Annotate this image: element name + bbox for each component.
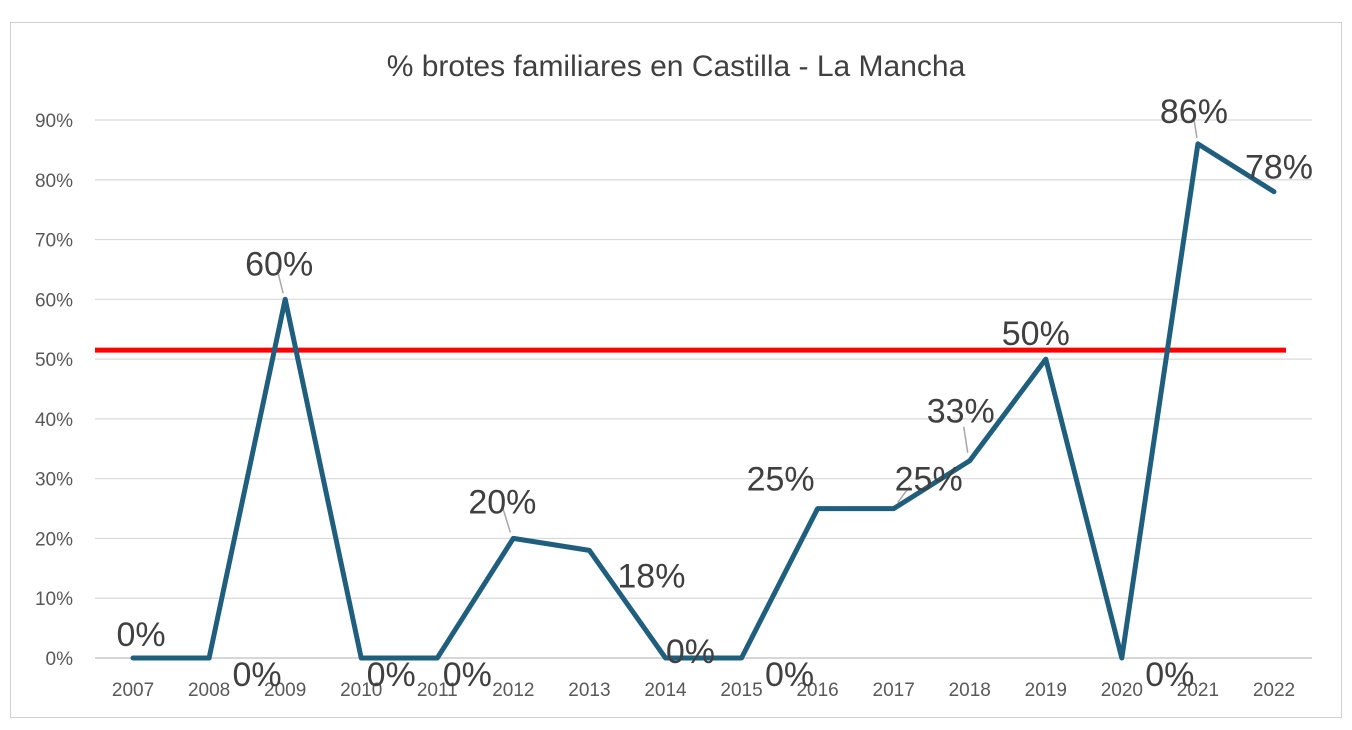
data-label: 50% — [1002, 315, 1070, 353]
x-tick-label: 2008 — [188, 680, 230, 701]
label-leader-line — [1193, 118, 1198, 139]
x-tick-label: 2011 — [417, 680, 458, 701]
data-label: 0% — [1145, 656, 1194, 694]
x-tick-label: 2017 — [873, 680, 915, 701]
y-tick-label: 10% — [35, 589, 73, 610]
data-label: 78% — [1245, 149, 1313, 187]
y-tick-label: 20% — [35, 529, 73, 550]
y-tick-label: 60% — [35, 290, 73, 311]
x-tick-label: 2013 — [568, 680, 610, 701]
data-label: 0% — [443, 656, 492, 694]
data-label: 33% — [927, 393, 995, 431]
x-tick-label: 2014 — [644, 680, 687, 701]
data-label: 60% — [245, 245, 313, 283]
x-tick-label: 2018 — [949, 680, 991, 701]
y-tick-label: 40% — [35, 410, 73, 431]
data-label: 86% — [1160, 93, 1228, 131]
y-tick-label: 50% — [35, 350, 73, 371]
data-label: 0% — [116, 616, 165, 654]
x-tick-label: 2016 — [796, 680, 838, 701]
x-tick-label: 2012 — [492, 680, 534, 701]
x-tick-label: 2020 — [1101, 680, 1143, 701]
y-tick-label: 0% — [46, 649, 74, 670]
series-line — [130, 141, 1277, 661]
x-tick-label: 2015 — [720, 680, 762, 701]
y-tick-label: 80% — [35, 171, 73, 192]
chart-title: % brotes familiares en Castilla - La Man… — [386, 50, 966, 83]
data-label: 25% — [747, 461, 815, 499]
data-label: 0% — [233, 656, 282, 694]
data-label: 25% — [895, 461, 963, 499]
label-leader-line — [276, 269, 284, 294]
label-leader-line — [962, 426, 969, 453]
y-tick-label: 70% — [35, 231, 73, 252]
x-tick-label: 2022 — [1253, 680, 1295, 701]
y-tick-label: 90% — [35, 111, 73, 132]
label-leader-line — [897, 486, 911, 504]
x-tick-label: 2019 — [1025, 680, 1067, 701]
data-label: 0% — [367, 656, 416, 694]
x-tick-label: 2009 — [264, 680, 306, 701]
label-leader-line — [501, 506, 512, 533]
x-tick-label: 2021 — [1177, 680, 1219, 701]
chart-frame — [10, 22, 1342, 718]
data-label: 18% — [617, 557, 685, 595]
data-label: 0% — [765, 656, 814, 694]
data-label: 0% — [666, 633, 715, 671]
data-label: 20% — [468, 483, 536, 521]
x-tick-label: 2007 — [112, 680, 154, 701]
x-tick-label: 2010 — [340, 680, 382, 701]
y-tick-label: 30% — [35, 470, 73, 491]
